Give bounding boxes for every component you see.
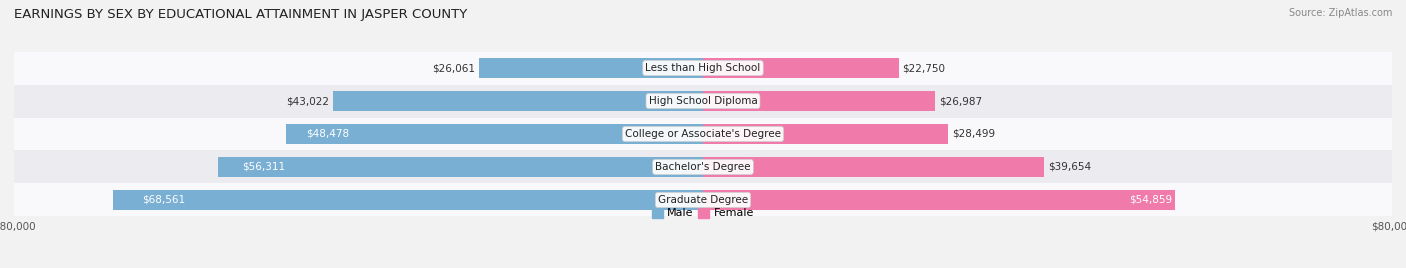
Bar bbox=[112, 190, 703, 210]
Bar bbox=[14, 117, 1392, 151]
Bar bbox=[14, 151, 1392, 184]
Text: $26,061: $26,061 bbox=[432, 63, 475, 73]
Bar bbox=[703, 157, 1045, 177]
Text: Source: ZipAtlas.com: Source: ZipAtlas.com bbox=[1288, 8, 1392, 18]
Bar bbox=[218, 157, 703, 177]
Bar bbox=[478, 58, 703, 78]
Bar bbox=[703, 190, 1175, 210]
Bar bbox=[703, 91, 935, 111]
Bar bbox=[703, 58, 898, 78]
Text: $43,022: $43,022 bbox=[285, 96, 329, 106]
Text: $68,561: $68,561 bbox=[142, 195, 186, 205]
Text: Bachelor's Degree: Bachelor's Degree bbox=[655, 162, 751, 172]
Text: $56,311: $56,311 bbox=[242, 162, 285, 172]
Text: High School Diploma: High School Diploma bbox=[648, 96, 758, 106]
Bar bbox=[14, 51, 1392, 84]
Text: $22,750: $22,750 bbox=[903, 63, 945, 73]
Text: $54,859: $54,859 bbox=[1129, 195, 1173, 205]
Text: Less than High School: Less than High School bbox=[645, 63, 761, 73]
Text: College or Associate's Degree: College or Associate's Degree bbox=[626, 129, 780, 139]
Text: $39,654: $39,654 bbox=[1047, 162, 1091, 172]
Bar bbox=[14, 184, 1392, 217]
Bar bbox=[703, 124, 949, 144]
Text: EARNINGS BY SEX BY EDUCATIONAL ATTAINMENT IN JASPER COUNTY: EARNINGS BY SEX BY EDUCATIONAL ATTAINMEN… bbox=[14, 8, 467, 21]
Text: $26,987: $26,987 bbox=[939, 96, 981, 106]
Bar bbox=[332, 91, 703, 111]
Bar bbox=[14, 84, 1392, 117]
Text: Graduate Degree: Graduate Degree bbox=[658, 195, 748, 205]
Bar bbox=[285, 124, 703, 144]
Text: $48,478: $48,478 bbox=[307, 129, 350, 139]
Legend: Male, Female: Male, Female bbox=[647, 203, 759, 223]
Text: $28,499: $28,499 bbox=[952, 129, 995, 139]
